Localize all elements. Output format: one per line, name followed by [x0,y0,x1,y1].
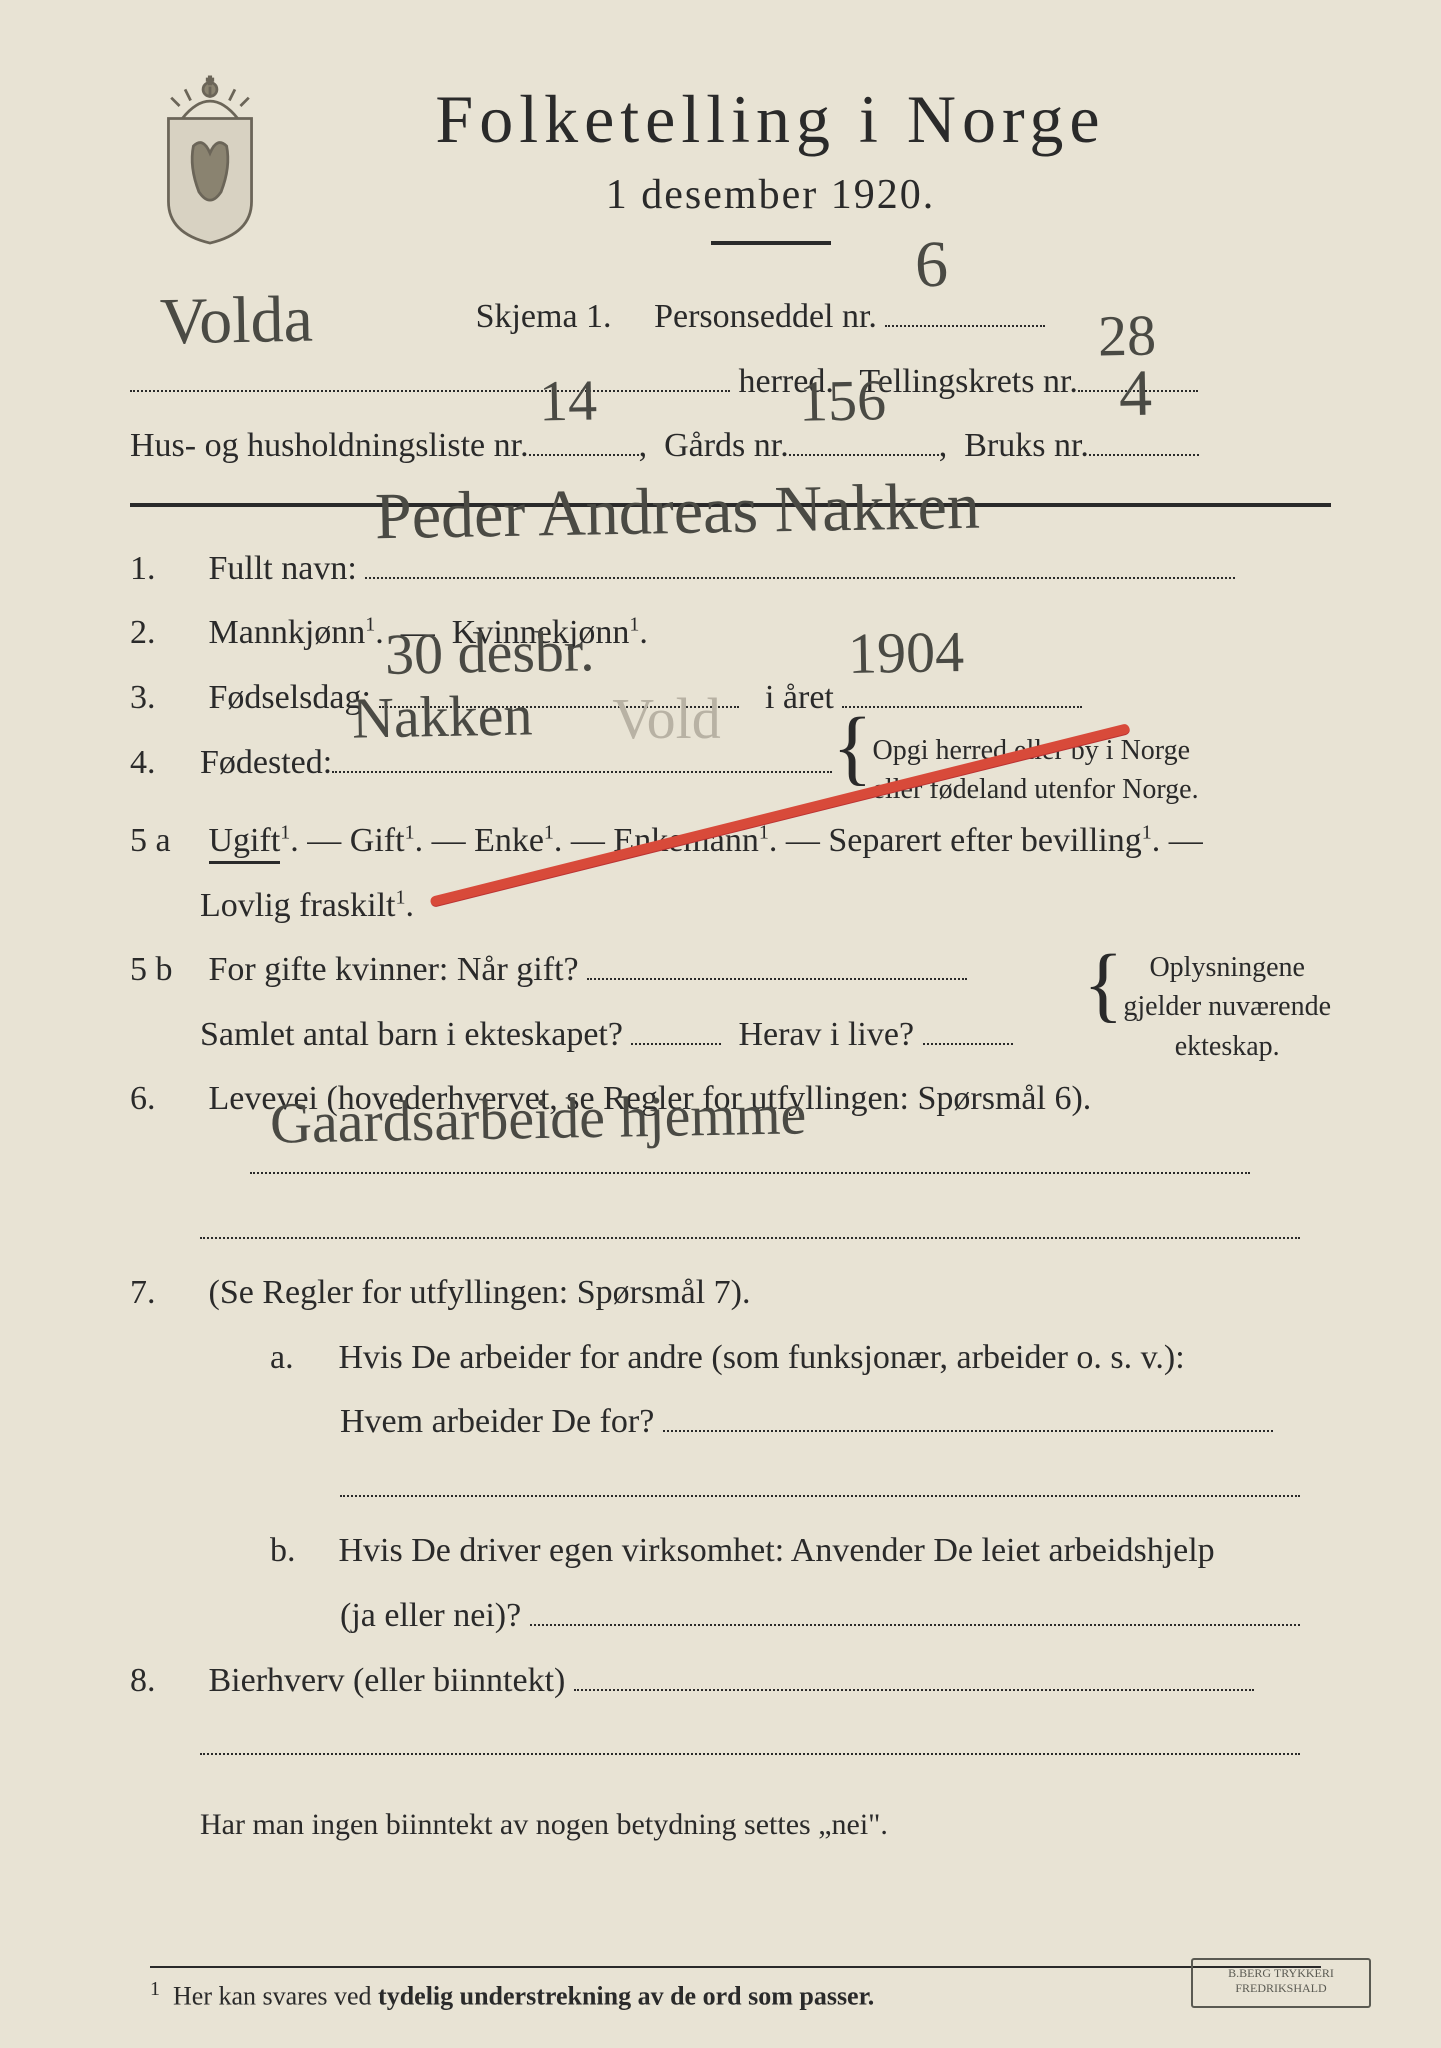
title-rule-icon [711,241,831,245]
q7a-text1: Hvis De arbeider for andre (som funksjon… [339,1339,1185,1376]
q8-line: 8. Bierhverv (eller biinntekt) [130,1649,1331,1714]
q5a-s5: 1 [395,886,405,908]
brace-icon: { [832,731,872,765]
q5a-s0: 1 [280,822,290,844]
hushold-value: 14 [538,346,598,457]
page-title: Folketelling i Norge [210,80,1331,159]
q7a-line-1: a. Hvis De arbeider for andre (som funks… [270,1326,1331,1391]
tellingskrets-label: Tellingskrets nr. [859,350,1078,415]
q4-note: Opgi herred eller by i Norge eller fødel… [873,731,1199,809]
q5b-note: Oplysningene gjelder nuværende ekteskap. [1123,948,1331,1066]
q4-line: 4. Fødested: Nakken Vold { Opgi herred e… [130,731,1331,809]
q1-num: 1. [130,537,200,602]
q5a-opt-2: Enke [474,822,544,859]
q6-value-line: Gaardsarbeide hjemme [250,1132,1331,1197]
q4-faint-value: Vold [612,664,721,774]
skjema-line: Skjema 1. Personseddel nr. 6 [190,285,1331,350]
q7a-text2: Hvem arbeider De for? [340,1403,654,1440]
q2-sup-a: 1 [365,614,375,636]
q5b-label-b: Samlet antal barn i ekteskapet? [200,1016,623,1053]
q5a-s4: 1 [1142,822,1152,844]
q5a-opt-5: Lovlig fraskilt [200,887,395,924]
page-subtitle: 1 desember 1920. [210,171,1331,219]
q4-label: Fødested: [200,731,332,796]
q2-num: 2. [130,601,200,666]
q5a-opt-4: Separert efter bevilling [828,822,1141,859]
coat-of-arms-icon [140,70,280,250]
q5b-label-a: For gifte kvinner: Når gift? [209,951,579,988]
q7-label: (Se Regler for utfyllingen: Spørsmål 7). [209,1274,751,1311]
q7b-text2: (ja eller nei)? [340,1597,521,1634]
q7b-num: b. [270,1519,330,1584]
q3-num: 3. [130,666,200,731]
q1-line: 1. Fullt navn: Peder Andreas Nakken [130,537,1331,602]
q2-sup-b: 1 [629,614,639,636]
q1-value: Peder Andreas Nakken [374,444,981,580]
q5b-note-a: Oplysningene [1149,952,1305,983]
q7-line: 7. (Se Regler for utfyllingen: Spørsmål … [130,1261,1331,1326]
q5a-s2: 1 [544,822,554,844]
dash: — [786,822,829,859]
footnote-a: Her kan svares ved [173,1982,378,2011]
personseddel-value: 6 [914,201,949,327]
footnote-b: tydelig understrekning av de ord som pas… [378,1982,874,2011]
q7a-num: a. [270,1326,330,1391]
dash: — [432,822,475,859]
bruks-value: 4 [1118,331,1153,457]
q2-opt-a: Mannkjønn [209,614,366,651]
q7b-line-2: (ja eller nei)? [340,1584,1331,1649]
q8-blank [200,1713,1331,1778]
q4-value: Nakken [351,661,533,774]
q4-num: 4. [130,731,200,796]
herred-value: Volda [159,257,314,385]
personseddel-label: Personseddel nr. [654,298,877,335]
q5b-num: 5 b [130,938,200,1003]
q5b-note-c: ekteskap. [1175,1031,1280,1062]
q3-line: 3. Fødselsdag: 30 desbr. i året 1904 [130,666,1331,731]
printer-stamp: B.BERG TRYKKERI FREDRIKSHALD [1191,1958,1371,2008]
q7a-blank [340,1455,1331,1520]
q2-line: 2. Mannkjønn1. — Kvinnekjønn1. [130,601,1331,666]
q5a-line-2: Lovlig fraskilt1. [200,874,1331,939]
q5a-opt-1: Gift [350,822,405,859]
brace-icon: { [1083,968,1123,1002]
q5b-line: 5 b For gifte kvinner: Når gift? Samlet … [130,938,1331,1067]
q5a-num: 5 a [130,809,200,874]
gards-value: 156 [798,345,887,457]
q3-year-value: 1904 [847,597,965,709]
dash: — [1169,822,1203,859]
q7-num: 7. [130,1261,200,1326]
q7b-line-1: b. Hvis De driver egen virksomhet: Anven… [270,1519,1331,1584]
footnote: 1 Her kan svares ved tydelig understrekn… [150,1966,1321,2012]
q8-label: Bierhverv (eller biinntekt) [209,1662,566,1699]
bruks-label: Bruks nr. [964,414,1089,479]
q1-label: Fullt navn: [209,550,357,587]
q8-num: 8. [130,1649,200,1714]
q6-blank-line [200,1197,1331,1262]
skjema-label: Skjema 1. [476,298,612,335]
q7a-line-2: Hvem arbeider De for? [340,1390,1331,1455]
q3-label: Fødselsdag: [209,679,371,716]
dash: — [307,822,350,859]
q5b-note-b: gjelder nuværende [1123,991,1331,1022]
q7b-text1: Hvis De driver egen virksomhet: Anvender… [339,1532,1215,1569]
footnote-sup: 1 [150,1978,160,2000]
q5a-line-1: 5 a Ugift1. — Gift1. — Enke1. — Enkemann… [130,809,1331,874]
bottom-note: Har man ingen biinntekt av nogen betydni… [200,1808,1331,1842]
q6-value: Gaardsarbeide hjemme [269,1059,807,1179]
q3-year-label: i året [765,679,834,716]
q5a-opt-0: Ugift [209,822,281,864]
header: Folketelling i Norge 1 desember 1920. [130,80,1331,245]
q5a-s1: 1 [405,822,415,844]
q6-num: 6. [130,1067,200,1132]
q5b-label-c: Herav i live? [738,1016,914,1053]
